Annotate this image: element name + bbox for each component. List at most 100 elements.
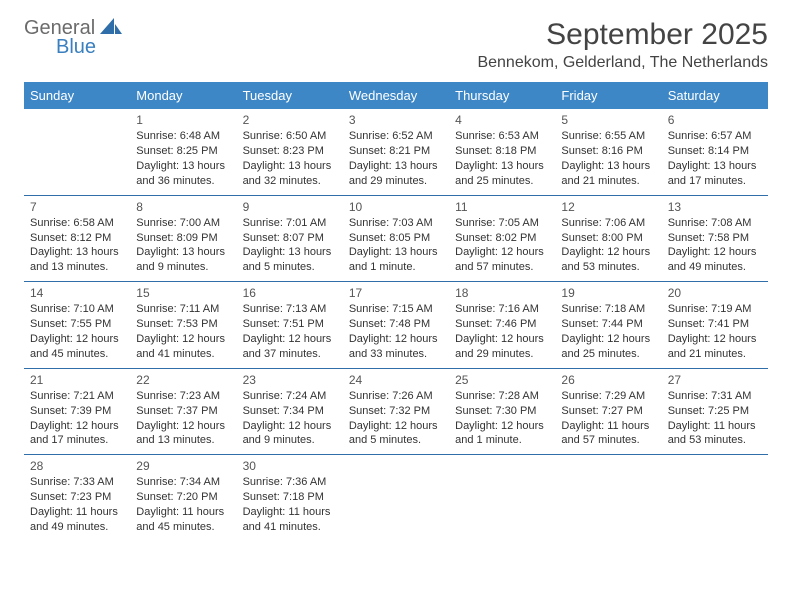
daylight: Daylight: 12 hours and 45 minutes. (30, 332, 124, 362)
sunrise: Sunrise: 7:11 AM (136, 302, 230, 317)
daylight: Daylight: 13 hours and 32 minutes. (243, 159, 337, 189)
daylight: Daylight: 11 hours and 53 minutes. (668, 419, 762, 449)
day-number: 4 (455, 112, 549, 128)
daylight: Daylight: 12 hours and 13 minutes. (136, 419, 230, 449)
sunset: Sunset: 8:25 PM (136, 144, 230, 159)
day-number: 12 (561, 199, 655, 215)
day-cell: 27Sunrise: 7:31 AMSunset: 7:25 PMDayligh… (662, 369, 768, 455)
header: General Blue September 2025 Bennekom, Ge… (24, 18, 768, 72)
sunrise: Sunrise: 7:31 AM (668, 389, 762, 404)
sunrise: Sunrise: 7:28 AM (455, 389, 549, 404)
sunrise: Sunrise: 7:08 AM (668, 216, 762, 231)
day-cell: 6Sunrise: 6:57 AMSunset: 8:14 PMDaylight… (662, 109, 768, 195)
day-cell: 2Sunrise: 6:50 AMSunset: 8:23 PMDaylight… (237, 109, 343, 195)
week-row: 1Sunrise: 6:48 AMSunset: 8:25 PMDaylight… (24, 109, 768, 195)
day-cell: 29Sunrise: 7:34 AMSunset: 7:20 PMDayligh… (130, 455, 236, 541)
sunset: Sunset: 7:32 PM (349, 404, 443, 419)
day-cell: 3Sunrise: 6:52 AMSunset: 8:21 PMDaylight… (343, 109, 449, 195)
day-cell: 21Sunrise: 7:21 AMSunset: 7:39 PMDayligh… (24, 369, 130, 455)
sunset: Sunset: 7:37 PM (136, 404, 230, 419)
sunrise: Sunrise: 7:23 AM (136, 389, 230, 404)
daylight: Daylight: 13 hours and 21 minutes. (561, 159, 655, 189)
daylight: Daylight: 12 hours and 49 minutes. (668, 245, 762, 275)
sunrise: Sunrise: 7:21 AM (30, 389, 124, 404)
daylight: Daylight: 13 hours and 25 minutes. (455, 159, 549, 189)
sunset: Sunset: 8:05 PM (349, 231, 443, 246)
day-number: 9 (243, 199, 337, 215)
day-cell (343, 455, 449, 541)
sunrise: Sunrise: 7:29 AM (561, 389, 655, 404)
sunrise: Sunrise: 6:48 AM (136, 129, 230, 144)
sunrise: Sunrise: 7:10 AM (30, 302, 124, 317)
day-cell (662, 455, 768, 541)
day-number: 18 (455, 285, 549, 301)
day-cell: 16Sunrise: 7:13 AMSunset: 7:51 PMDayligh… (237, 282, 343, 368)
day-cell: 25Sunrise: 7:28 AMSunset: 7:30 PMDayligh… (449, 369, 555, 455)
daylight: Daylight: 12 hours and 53 minutes. (561, 245, 655, 275)
day-number: 22 (136, 372, 230, 388)
daylight: Daylight: 13 hours and 9 minutes. (136, 245, 230, 275)
day-number: 21 (30, 372, 124, 388)
sunset: Sunset: 8:18 PM (455, 144, 549, 159)
day-cell: 12Sunrise: 7:06 AMSunset: 8:00 PMDayligh… (555, 196, 661, 282)
daylight: Daylight: 12 hours and 1 minute. (455, 419, 549, 449)
day-number: 29 (136, 458, 230, 474)
sunset: Sunset: 7:27 PM (561, 404, 655, 419)
sunset: Sunset: 7:55 PM (30, 317, 124, 332)
daylight: Daylight: 13 hours and 36 minutes. (136, 159, 230, 189)
calendar-table: SundayMondayTuesdayWednesdayThursdayFrid… (24, 82, 768, 541)
day-cell: 9Sunrise: 7:01 AMSunset: 8:07 PMDaylight… (237, 196, 343, 282)
daylight: Daylight: 11 hours and 49 minutes. (30, 505, 124, 535)
sunrise: Sunrise: 7:36 AM (243, 475, 337, 490)
sunset: Sunset: 7:20 PM (136, 490, 230, 505)
daylight: Daylight: 12 hours and 9 minutes. (243, 419, 337, 449)
day-number: 6 (668, 112, 762, 128)
sunset: Sunset: 7:23 PM (30, 490, 124, 505)
day-number: 28 (30, 458, 124, 474)
daylight: Daylight: 12 hours and 57 minutes. (455, 245, 549, 275)
sunrise: Sunrise: 6:58 AM (30, 216, 124, 231)
daylight: Daylight: 13 hours and 5 minutes. (243, 245, 337, 275)
day-number: 25 (455, 372, 549, 388)
month-title: September 2025 (477, 18, 768, 52)
sunset: Sunset: 7:34 PM (243, 404, 337, 419)
day-number: 11 (455, 199, 549, 215)
day-cell: 23Sunrise: 7:24 AMSunset: 7:34 PMDayligh… (237, 369, 343, 455)
day-cell: 8Sunrise: 7:00 AMSunset: 8:09 PMDaylight… (130, 196, 236, 282)
day-number: 23 (243, 372, 337, 388)
logo-sail-icon (100, 18, 122, 41)
day-cell (449, 455, 555, 541)
day-cell: 14Sunrise: 7:10 AMSunset: 7:55 PMDayligh… (24, 282, 130, 368)
daylight: Daylight: 11 hours and 41 minutes. (243, 505, 337, 535)
day-cell: 22Sunrise: 7:23 AMSunset: 7:37 PMDayligh… (130, 369, 236, 455)
sunrise: Sunrise: 6:50 AM (243, 129, 337, 144)
day-cell: 11Sunrise: 7:05 AMSunset: 8:02 PMDayligh… (449, 196, 555, 282)
day-number: 15 (136, 285, 230, 301)
day-cell: 7Sunrise: 6:58 AMSunset: 8:12 PMDaylight… (24, 196, 130, 282)
day-cell: 1Sunrise: 6:48 AMSunset: 8:25 PMDaylight… (130, 109, 236, 195)
sunrise: Sunrise: 6:52 AM (349, 129, 443, 144)
day-cell: 28Sunrise: 7:33 AMSunset: 7:23 PMDayligh… (24, 455, 130, 541)
sunset: Sunset: 7:25 PM (668, 404, 762, 419)
sunset: Sunset: 8:09 PM (136, 231, 230, 246)
day-number: 7 (30, 199, 124, 215)
sunrise: Sunrise: 7:15 AM (349, 302, 443, 317)
day-cell: 19Sunrise: 7:18 AMSunset: 7:44 PMDayligh… (555, 282, 661, 368)
day-number: 3 (349, 112, 443, 128)
dow-saturday: Saturday (662, 82, 768, 109)
daylight: Daylight: 13 hours and 1 minute. (349, 245, 443, 275)
sunset: Sunset: 8:16 PM (561, 144, 655, 159)
day-number: 1 (136, 112, 230, 128)
dow-header-row: SundayMondayTuesdayWednesdayThursdayFrid… (24, 82, 768, 109)
sunset: Sunset: 7:30 PM (455, 404, 549, 419)
daylight: Daylight: 12 hours and 37 minutes. (243, 332, 337, 362)
sunrise: Sunrise: 7:33 AM (30, 475, 124, 490)
day-number: 14 (30, 285, 124, 301)
day-cell: 17Sunrise: 7:15 AMSunset: 7:48 PMDayligh… (343, 282, 449, 368)
sunset: Sunset: 7:18 PM (243, 490, 337, 505)
day-number: 5 (561, 112, 655, 128)
day-cell: 26Sunrise: 7:29 AMSunset: 7:27 PMDayligh… (555, 369, 661, 455)
sunset: Sunset: 8:14 PM (668, 144, 762, 159)
sunset: Sunset: 7:51 PM (243, 317, 337, 332)
day-number: 19 (561, 285, 655, 301)
